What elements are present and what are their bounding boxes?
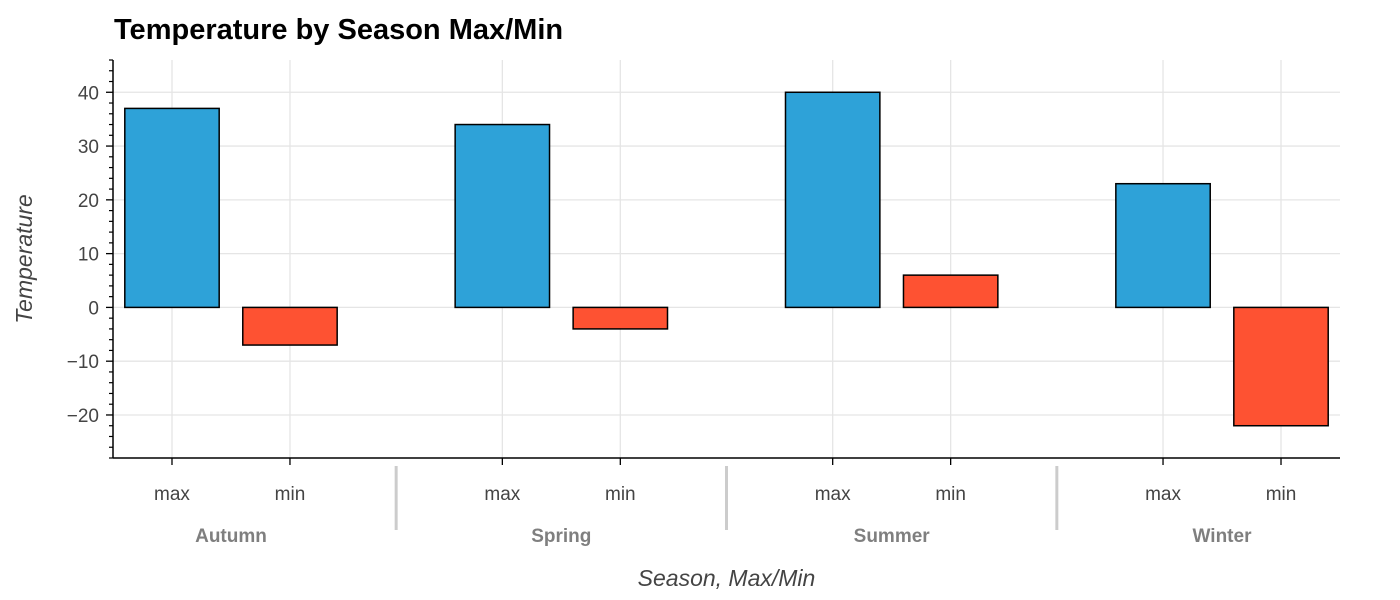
- y-tick-label: −10: [67, 352, 99, 373]
- axes: [106, 59, 1340, 530]
- y-tick-label: 20: [78, 191, 99, 212]
- bar-winter-max: [1115, 182, 1211, 309]
- bar-autumn-max: [124, 107, 220, 309]
- x-tick-label: min: [935, 484, 966, 505]
- bar-spring-min: [572, 306, 669, 330]
- chart-title: Temperature by Season Max/Min: [114, 14, 564, 46]
- x-tick-label: min: [1266, 484, 1297, 505]
- x-axis-label: Season, Max/Min: [638, 565, 816, 591]
- y-tick-label: 30: [78, 137, 99, 158]
- y-axis-label: Temperature: [11, 194, 37, 324]
- y-tick-label: 10: [78, 245, 99, 266]
- bar-winter-min: [1233, 306, 1329, 427]
- y-tick-label: −20: [67, 406, 99, 427]
- group-label-winter: Winter: [1193, 526, 1253, 547]
- bar-summer-max: [784, 91, 881, 309]
- x-tick-label: max: [815, 484, 851, 505]
- y-tick-label: 0: [88, 298, 99, 319]
- group-label-summer: Summer: [854, 526, 931, 547]
- x-tick-label: min: [605, 484, 636, 505]
- bar-autumn-min: [242, 306, 338, 346]
- x-tick-label: max: [154, 484, 190, 505]
- bars: [124, 91, 1329, 427]
- bar-spring-max: [454, 123, 551, 309]
- group-label-autumn: Autumn: [195, 526, 267, 547]
- x-tick-label: max: [1145, 484, 1181, 505]
- x-tick-label: min: [275, 484, 306, 505]
- bar-summer-min: [902, 274, 999, 309]
- y-tick-label: 40: [78, 83, 99, 104]
- group-label-spring: Spring: [531, 526, 591, 547]
- x-tick-label: max: [484, 484, 520, 505]
